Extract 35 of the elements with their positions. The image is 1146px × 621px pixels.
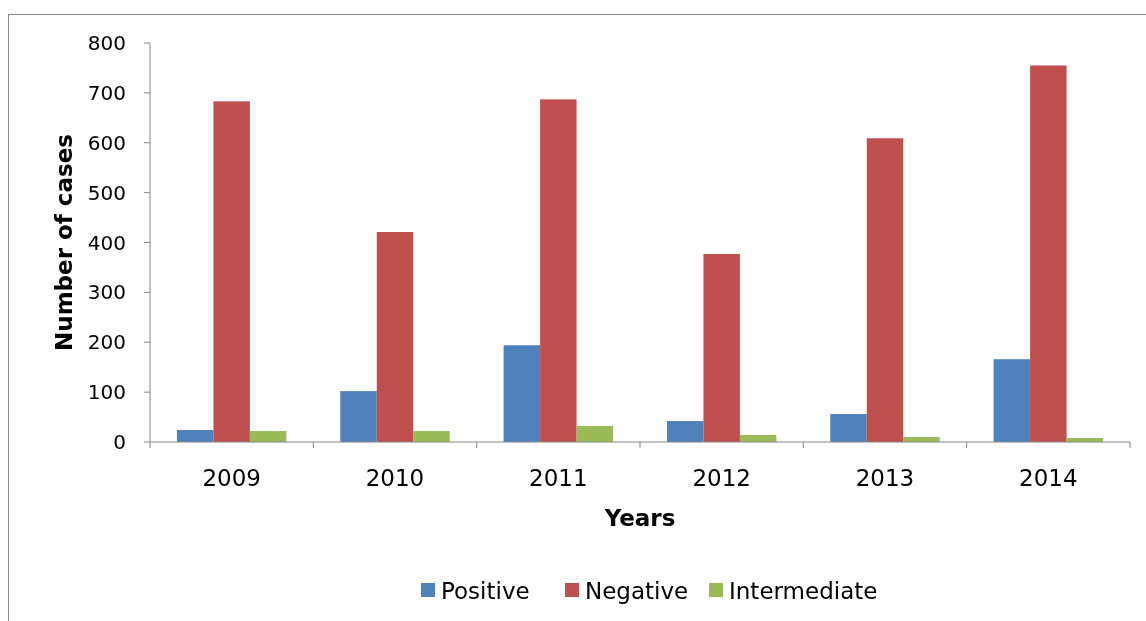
bar [503, 345, 541, 442]
y-tick-label: 200 [87, 330, 126, 355]
bar [703, 253, 740, 442]
x-tick-label: 2014 [1019, 465, 1078, 491]
x-tick-label: 2010 [365, 465, 425, 491]
bar [376, 232, 414, 442]
x-tick-label: 2012 [692, 465, 751, 491]
bar [866, 138, 904, 442]
y-tick-label: 600 [87, 130, 126, 155]
bar [176, 430, 214, 442]
x-axis-title: Years [603, 505, 676, 531]
y-tick-label: 500 [87, 180, 126, 205]
y-axis-title: Number of cases [51, 134, 77, 351]
y-tick-label: 0 [113, 430, 126, 454]
x-tick-label: 2011 [529, 465, 588, 491]
y-tick-label: 100 [87, 380, 126, 405]
bar [830, 414, 867, 442]
x-tick-label: 2009 [202, 465, 261, 491]
bar [576, 426, 614, 442]
bar [213, 101, 250, 442]
bar [540, 99, 577, 442]
bar [993, 359, 1031, 442]
y-tick-label: 400 [87, 230, 126, 255]
bar [340, 391, 377, 442]
bar [413, 431, 450, 442]
bar [666, 421, 704, 442]
bar [249, 431, 287, 442]
x-tick-label: 2013 [855, 465, 915, 491]
bar [1030, 65, 1067, 442]
y-tick-label: 300 [87, 280, 126, 305]
y-tick-label: 800 [87, 31, 126, 55]
legend-label: Intermediate [729, 578, 878, 605]
y-tick-label: 700 [87, 80, 126, 105]
legend-label: Negative [585, 578, 689, 605]
legend-label: Positive [441, 578, 530, 605]
